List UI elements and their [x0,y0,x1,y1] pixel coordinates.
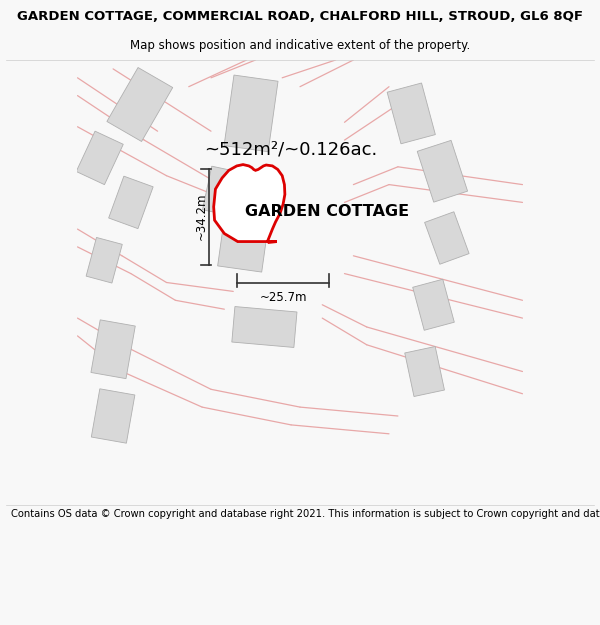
Polygon shape [417,141,467,202]
Polygon shape [76,131,123,184]
Polygon shape [86,238,122,283]
Text: Contains OS data © Crown copyright and database right 2021. This information is : Contains OS data © Crown copyright and d… [11,509,600,519]
Polygon shape [107,68,173,141]
Polygon shape [91,320,135,379]
Polygon shape [91,389,135,443]
Polygon shape [214,164,285,242]
Text: Map shows position and indicative extent of the property.: Map shows position and indicative extent… [130,39,470,51]
Polygon shape [224,75,278,152]
Text: ~25.7m: ~25.7m [259,291,307,304]
Polygon shape [232,306,297,348]
Polygon shape [109,176,153,229]
Polygon shape [405,346,445,396]
Text: ~34.2m: ~34.2m [195,193,208,241]
Polygon shape [387,83,436,144]
Text: GARDEN COTTAGE: GARDEN COTTAGE [245,204,409,219]
Polygon shape [425,212,469,264]
Polygon shape [413,279,454,330]
Text: GARDEN COTTAGE, COMMERCIAL ROAD, CHALFORD HILL, STROUD, GL6 8QF: GARDEN COTTAGE, COMMERCIAL ROAD, CHALFOR… [17,10,583,23]
Text: ~512m²/~0.126ac.: ~512m²/~0.126ac. [205,140,377,158]
Polygon shape [203,166,264,221]
Polygon shape [218,231,266,272]
